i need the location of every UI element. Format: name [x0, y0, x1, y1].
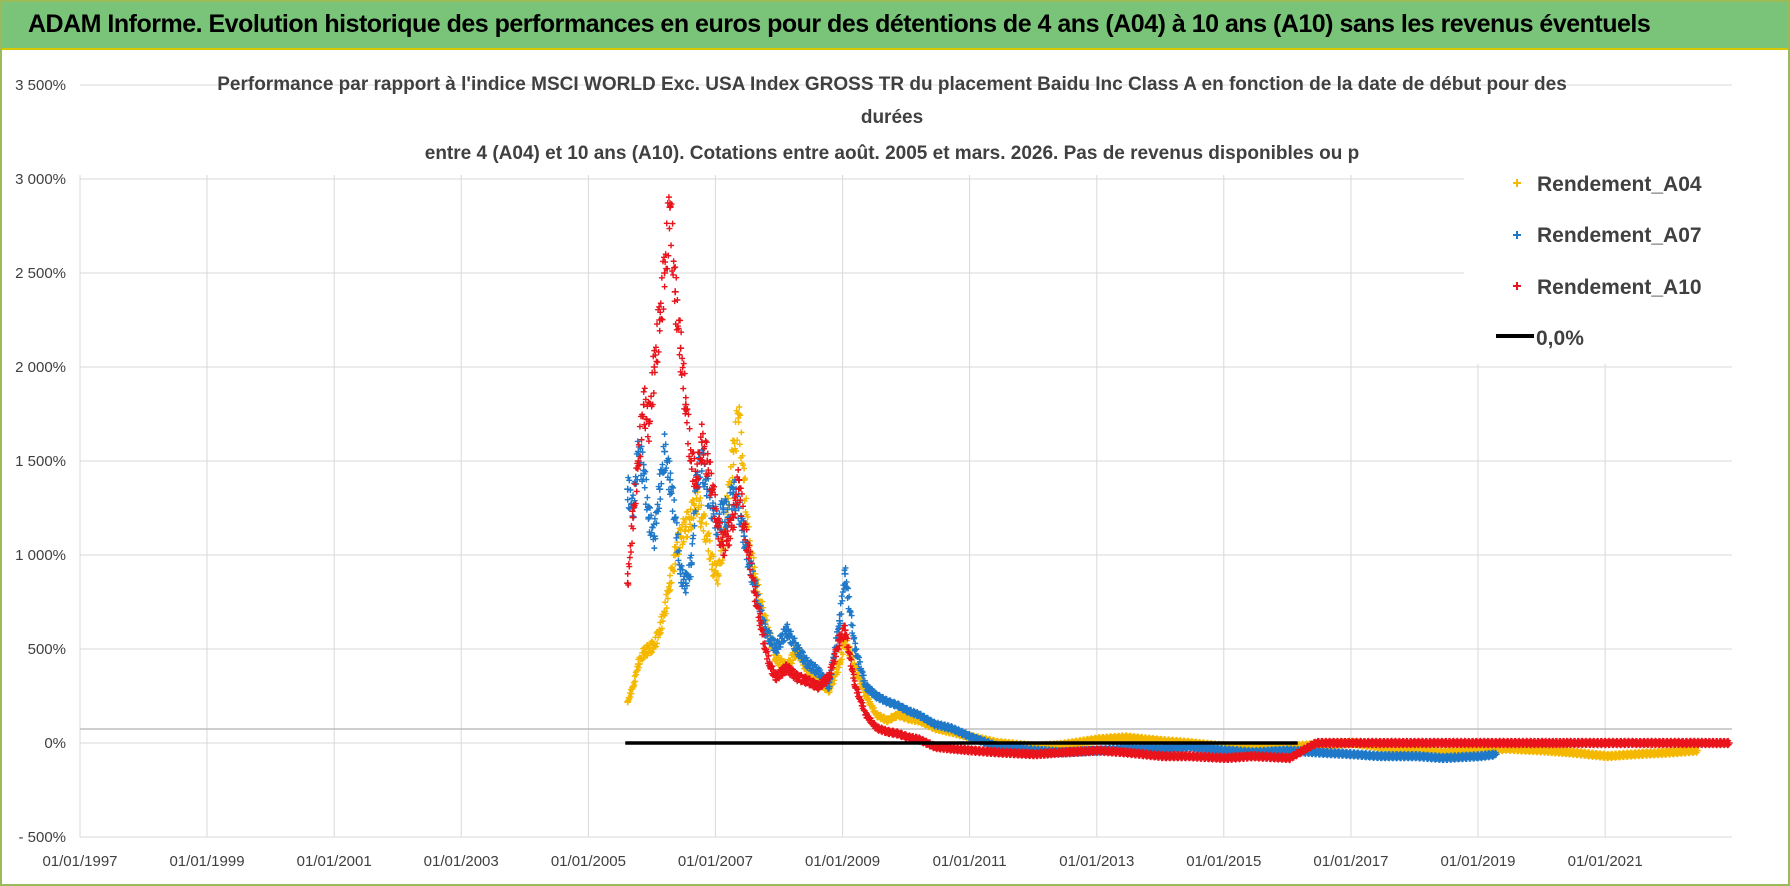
x-tick-label: 01/01/2007 — [678, 853, 753, 870]
x-tick-label: 01/01/1997 — [42, 853, 117, 870]
y-tick-label: 0% — [44, 735, 66, 752]
data-point — [661, 269, 669, 277]
chart-subtitle: Performance par rapport à l'indice MSCI … — [217, 74, 1567, 164]
y-tick-label: 3 000% — [15, 171, 66, 188]
data-point — [677, 344, 685, 352]
x-tick-label: 01/01/2003 — [424, 853, 499, 870]
x-tick-label: 01/01/2019 — [1440, 853, 1515, 870]
legend-label-a07: Rendement_A07 — [1537, 224, 1702, 247]
x-tick-label: 01/01/1999 — [169, 853, 244, 870]
data-point — [661, 448, 669, 456]
subtitle-line-2: durées — [861, 107, 923, 128]
subtitle-line-1: Performance par rapport à l'indice MSCI … — [217, 74, 1567, 95]
x-tick-label: 01/01/2005 — [551, 853, 626, 870]
x-tick-label: 01/01/2013 — [1059, 853, 1134, 870]
data-point — [682, 401, 690, 409]
data-point — [671, 288, 679, 296]
x-tick-label: 01/01/2009 — [805, 853, 880, 870]
x-tick-label: 01/01/2015 — [1186, 853, 1261, 870]
x-tick-label: 01/01/2017 — [1313, 853, 1388, 870]
legend-background — [1464, 164, 1734, 364]
data-point — [640, 401, 648, 409]
y-tick-label: 3 500% — [15, 77, 66, 94]
legend-swatch — [1513, 231, 1521, 239]
grid — [79, 84, 1732, 838]
legend-label-zero: 0,0% — [1536, 327, 1584, 350]
data-point — [650, 363, 658, 371]
y-tick-label: 1 000% — [15, 547, 66, 564]
legend-label-a04: Rendement_A04 — [1537, 173, 1702, 196]
x-tick-label: 01/01/2001 — [297, 853, 372, 870]
y-tick-label: 500% — [28, 641, 66, 658]
x-tick-label: 01/01/2011 — [933, 853, 1007, 870]
y-tick-label: - 500% — [18, 829, 66, 846]
x-tick-label: 01/01/2021 — [1568, 853, 1643, 870]
legend-swatch — [1513, 282, 1521, 290]
report-banner: ADAM Informe. Evolution historique des p… — [2, 2, 1788, 50]
data-point — [629, 513, 637, 521]
y-tick-label: 1 500% — [15, 453, 66, 470]
series-0 — [624, 403, 1701, 762]
x-tick-labels: 01/01/1997 01/01/1999 01/01/2001 01/01/2003… — [42, 853, 1642, 870]
data-point — [740, 532, 748, 540]
report-title: ADAM Informe. Evolution historique des p… — [28, 10, 1651, 38]
series-2 — [624, 194, 1733, 764]
legend: Rendement_A04 Rendement_A07 Rendement_A1… — [1464, 164, 1734, 364]
y-tick-label: 2 500% — [15, 265, 66, 282]
y-tick-label: 2 000% — [15, 359, 66, 376]
series-layer — [624, 194, 1733, 764]
legend-label-a10: Rendement_A10 — [1537, 276, 1702, 299]
series-markers — [624, 194, 1732, 764]
data-point — [735, 504, 743, 512]
series-markers — [624, 403, 1700, 762]
legend-swatch — [1513, 179, 1521, 187]
y-tick-labels: - 500% 0% 500% 1 000% 1 500% 2 000% 2 500% 3 00… — [15, 77, 66, 846]
series-1 — [624, 431, 1500, 764]
subtitle-line-3: entre 4 (A04) et 10 ans (A10). Cotations… — [425, 143, 1360, 164]
